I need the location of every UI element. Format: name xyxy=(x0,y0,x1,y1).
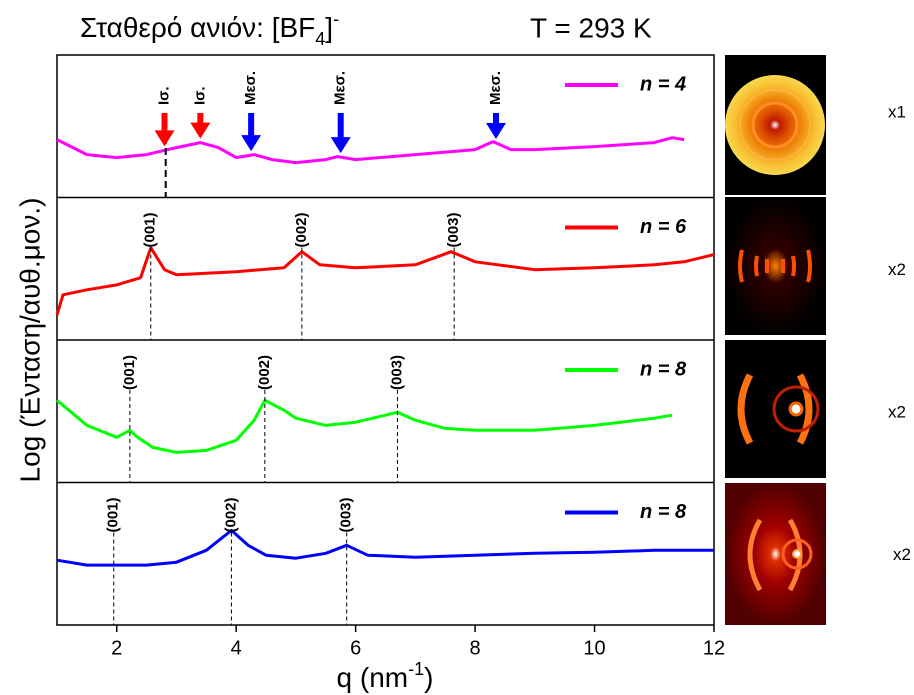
arrow-head xyxy=(241,135,262,152)
peak-label: Μεσ. xyxy=(332,71,349,105)
pattern-ring xyxy=(739,89,811,161)
peak-label: (003) xyxy=(388,355,405,390)
x-tick-label: 4 xyxy=(231,637,242,659)
xlabel-sup: -1 xyxy=(408,659,424,679)
legend-label: n = 8 xyxy=(640,501,687,523)
y-axis-label: Log (Ένταση/αυθ.μον.) xyxy=(14,198,45,483)
pattern-image xyxy=(725,483,826,625)
title-sub: 4 xyxy=(315,29,325,49)
image-scale-label: x2 xyxy=(893,545,911,564)
title-close: ] xyxy=(325,12,333,43)
pattern-arcs xyxy=(737,373,820,445)
legend-label: n = 8 xyxy=(640,358,687,380)
peak-label: (001) xyxy=(142,212,159,247)
data-line xyxy=(56,528,714,567)
peak-label: Ισ. xyxy=(155,86,172,105)
peak-label: (002) xyxy=(222,497,239,532)
title-sup: - xyxy=(333,9,339,29)
title-main: Σταθερό ανιόν: [BF xyxy=(80,12,315,43)
x-axis-label: q (nm-1) xyxy=(337,659,434,694)
image-scale-label: x2 xyxy=(888,260,906,279)
peak-label: (003) xyxy=(338,497,355,532)
pattern-arcs xyxy=(738,249,812,283)
peak-label: (001) xyxy=(121,355,138,390)
pattern-images xyxy=(725,55,826,625)
pattern-arcs xyxy=(747,518,813,592)
peak-label: (002) xyxy=(293,212,310,247)
xlabel-close: ) xyxy=(424,662,433,693)
arrow-head xyxy=(190,122,211,139)
arrow-head xyxy=(154,130,175,147)
chart-title: Σταθερό ανιόν: [BF4]- xyxy=(80,9,339,49)
x-tick-label: 2 xyxy=(111,637,122,659)
x-tick-label: 6 xyxy=(350,637,361,659)
peak-label: (003) xyxy=(445,212,462,247)
peak-label: Ισ. xyxy=(191,86,208,105)
x-tick-label: 8 xyxy=(470,637,481,659)
arrow-head xyxy=(485,122,506,139)
pattern-ring xyxy=(751,101,799,149)
temperature: T = 293 K xyxy=(530,12,652,43)
x-tick-label: 12 xyxy=(703,637,725,659)
xlabel-main: q (nm xyxy=(337,662,409,693)
legend-label: n = 6 xyxy=(640,216,687,238)
data-line xyxy=(56,398,673,454)
legend-label: n = 4 xyxy=(640,73,686,95)
data-line xyxy=(56,136,685,165)
peak-label: Μεσ. xyxy=(487,71,504,105)
arrow-head xyxy=(330,137,351,154)
data-line xyxy=(55,246,715,316)
image-scale-label: x2 xyxy=(888,402,906,421)
peak-label: Μεσ. xyxy=(242,71,259,105)
peak-label: (002) xyxy=(256,355,273,390)
x-tick-label: 10 xyxy=(583,637,605,659)
peak-label: (001) xyxy=(105,497,122,532)
image-scale-label: x1 xyxy=(888,102,906,121)
